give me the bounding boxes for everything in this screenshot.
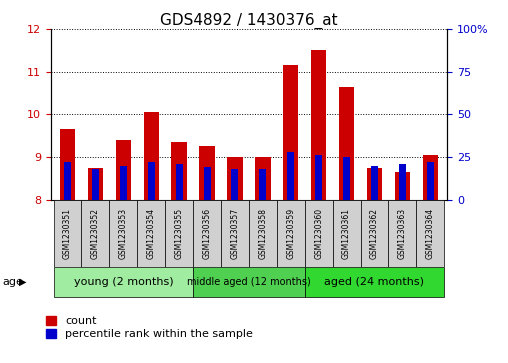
Bar — [343, 157, 350, 200]
Text: aged (24 months): aged (24 months) — [325, 277, 425, 287]
Bar — [311, 50, 326, 200]
Title: GDS4892 / 1430376_at: GDS4892 / 1430376_at — [160, 13, 338, 29]
Text: GSM1230352: GSM1230352 — [91, 208, 100, 259]
FancyBboxPatch shape — [389, 200, 417, 267]
Bar — [339, 87, 354, 200]
FancyBboxPatch shape — [305, 268, 444, 297]
Bar — [176, 164, 183, 200]
Text: ▶: ▶ — [19, 277, 27, 287]
Text: age: age — [3, 277, 23, 287]
FancyBboxPatch shape — [333, 200, 361, 267]
Text: GSM1230355: GSM1230355 — [175, 208, 184, 259]
Bar — [283, 65, 299, 200]
Bar — [260, 169, 266, 200]
Text: GSM1230360: GSM1230360 — [314, 208, 323, 259]
Bar — [120, 166, 127, 200]
FancyBboxPatch shape — [305, 200, 333, 267]
Text: young (2 months): young (2 months) — [74, 277, 173, 287]
Bar — [199, 146, 215, 200]
FancyBboxPatch shape — [53, 200, 81, 267]
Text: GSM1230351: GSM1230351 — [63, 208, 72, 259]
FancyBboxPatch shape — [277, 200, 305, 267]
FancyBboxPatch shape — [193, 268, 305, 297]
FancyBboxPatch shape — [221, 200, 249, 267]
Text: GSM1230356: GSM1230356 — [203, 208, 211, 259]
FancyBboxPatch shape — [81, 200, 109, 267]
Text: middle aged (12 months): middle aged (12 months) — [187, 277, 311, 287]
Text: GSM1230364: GSM1230364 — [426, 208, 435, 259]
Bar — [64, 162, 71, 200]
Bar — [227, 157, 243, 200]
FancyBboxPatch shape — [361, 200, 389, 267]
Bar — [395, 172, 410, 200]
Bar — [204, 167, 210, 200]
Bar — [427, 162, 434, 200]
Legend: count, percentile rank within the sample: count, percentile rank within the sample — [46, 316, 253, 339]
Bar — [399, 164, 406, 200]
Text: GSM1230359: GSM1230359 — [287, 208, 295, 259]
FancyBboxPatch shape — [417, 200, 444, 267]
Text: GSM1230357: GSM1230357 — [231, 208, 239, 259]
Bar — [88, 168, 103, 200]
Text: GSM1230353: GSM1230353 — [119, 208, 128, 259]
FancyBboxPatch shape — [249, 200, 277, 267]
Bar — [423, 155, 438, 200]
Bar — [288, 152, 294, 200]
FancyBboxPatch shape — [137, 200, 165, 267]
Bar — [148, 162, 155, 200]
Text: GSM1230358: GSM1230358 — [259, 208, 267, 259]
FancyBboxPatch shape — [193, 200, 221, 267]
Bar — [172, 142, 187, 200]
Text: GSM1230362: GSM1230362 — [370, 208, 379, 259]
FancyBboxPatch shape — [109, 200, 137, 267]
Bar — [232, 169, 238, 200]
FancyBboxPatch shape — [165, 200, 193, 267]
FancyBboxPatch shape — [53, 268, 193, 297]
Bar — [60, 129, 75, 200]
Bar — [255, 157, 271, 200]
Bar — [371, 166, 378, 200]
Bar — [92, 169, 99, 200]
Bar — [315, 155, 322, 200]
Text: GSM1230361: GSM1230361 — [342, 208, 351, 259]
Text: GSM1230363: GSM1230363 — [398, 208, 407, 259]
Bar — [367, 168, 382, 200]
Bar — [116, 140, 131, 200]
Text: GSM1230354: GSM1230354 — [147, 208, 156, 259]
Bar — [144, 112, 159, 200]
